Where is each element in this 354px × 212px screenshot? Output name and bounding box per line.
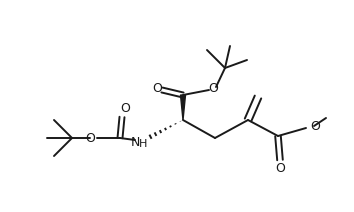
Text: O: O (120, 102, 130, 116)
Text: H: H (139, 139, 147, 149)
Polygon shape (181, 95, 185, 120)
Text: O: O (85, 132, 95, 145)
Text: N: N (131, 135, 140, 148)
Text: O: O (208, 82, 218, 95)
Text: O: O (310, 120, 320, 134)
Text: O: O (275, 162, 285, 174)
Text: O: O (152, 81, 162, 95)
